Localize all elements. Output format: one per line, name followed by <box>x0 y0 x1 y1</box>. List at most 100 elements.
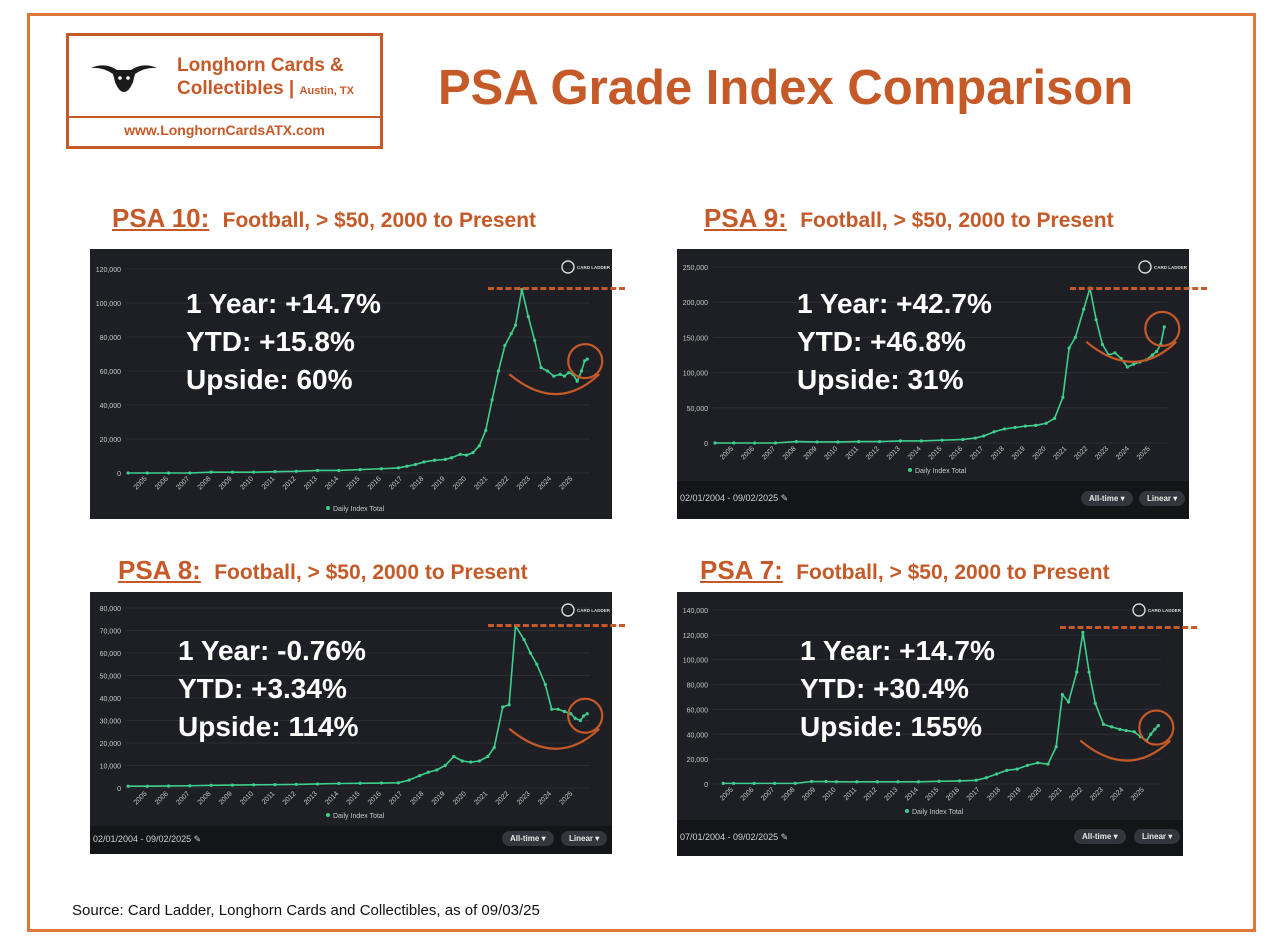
psa7-point <box>1081 630 1085 634</box>
psa7-legend-marker <box>905 809 909 813</box>
psa10-point <box>579 369 584 373</box>
psa10-point <box>294 469 298 473</box>
psa7-xtick: 2009 <box>801 786 817 802</box>
psa9-xtick: 2009 <box>803 445 819 461</box>
psa9-point <box>1162 325 1166 329</box>
psa9-point <box>1002 427 1007 431</box>
psa10-legend-marker <box>326 506 330 510</box>
psa9-point <box>732 441 736 445</box>
psa7-point <box>773 781 777 785</box>
psa9-xtick: 2010 <box>823 445 839 461</box>
psa7-date-range[interactable]: 07/01/2004 - 09/02/2025 ✎ <box>680 832 789 842</box>
psa7-stats: 1 Year: +14.7% YTD: +30.4% Upside: 155% <box>800 632 995 746</box>
psa8-point <box>252 783 256 787</box>
psa10-xtick: 2019 <box>431 475 447 491</box>
psa9-point <box>713 441 717 445</box>
psa8-xtick: 2019 <box>431 790 447 806</box>
psa7-legend-label: Daily Index Total <box>912 809 964 816</box>
psa10-point <box>471 451 475 455</box>
psa8-point <box>126 784 130 788</box>
psa10-point <box>539 366 543 370</box>
psa8-point <box>550 707 554 711</box>
psa10-xtick: 2020 <box>452 475 468 491</box>
psa10-one-year: 1 Year: +14.7% <box>186 288 381 319</box>
psa9-all-time-dropdown[interactable]: All-time ▾ <box>1081 491 1133 506</box>
company-name-line1: Longhorn Cards & <box>177 55 344 76</box>
psa9-xtick: 2022 <box>1073 445 1089 461</box>
psa8-point <box>209 783 213 787</box>
psa7-peak-line <box>1060 626 1197 629</box>
psa7-point <box>916 780 921 784</box>
psa7-xtick: 2005 <box>719 786 735 802</box>
psa7-footer-bar: 07/01/2004 - 09/02/2025 ✎ All-time ▾ Lin… <box>677 820 1183 856</box>
psa9-brand-mark: CARD LADDER <box>1154 265 1188 270</box>
psa10-ytick: 0 <box>117 471 121 478</box>
psa10-xtick: 2015 <box>346 475 362 491</box>
psa7-xtick: 2023 <box>1089 786 1105 802</box>
psa10-xtick: 2010 <box>239 475 255 491</box>
psa8-all-time-dropdown[interactable]: All-time ▾ <box>502 831 554 846</box>
psa8-point <box>315 782 320 786</box>
psa10-xtick: 2024 <box>537 475 553 491</box>
psa9-point <box>857 439 861 444</box>
psa8-point <box>452 754 456 759</box>
psa9-point <box>1061 395 1065 399</box>
psa9-date-range[interactable]: 02/01/2004 - 09/02/2025 ✎ <box>680 493 789 503</box>
psa7-all-time-dropdown[interactable]: All-time ▾ <box>1074 829 1126 844</box>
psa10-ytick: 100,000 <box>96 301 121 308</box>
psa8-point <box>379 781 384 785</box>
psa10-brand-mark: CARD LADDER <box>577 265 611 270</box>
psa7-brand-icon <box>1132 603 1146 617</box>
psa7-point <box>1075 670 1079 674</box>
psa7-point <box>1149 732 1153 736</box>
psa10-point <box>209 470 213 474</box>
psa7-point <box>1110 725 1114 729</box>
psa7-linear-dropdown[interactable]: Linear ▾ <box>1134 829 1181 844</box>
psa9-point <box>898 439 903 443</box>
psa10-peak-line <box>488 287 625 290</box>
psa8-ytick: 80,000 <box>100 606 122 613</box>
psa7-point <box>1087 670 1091 674</box>
psa9-subtitle: Football, > $50, 2000 to Present <box>800 209 1114 232</box>
psa9-linear-dropdown[interactable]: Linear ▾ <box>1139 491 1186 506</box>
psa9-point <box>1125 365 1130 369</box>
psa7-point <box>855 780 859 784</box>
psa7-xtick: 2019 <box>1007 786 1023 802</box>
psa7-point <box>1132 730 1136 734</box>
source-note: Source: Card Ladder, Longhorn Cards and … <box>72 902 540 919</box>
psa9-point <box>794 439 798 444</box>
company-logo: Longhorn Cards & Collectibles | Austin, … <box>66 33 383 149</box>
psa10-xtick: 2018 <box>409 475 425 491</box>
psa10-point <box>552 374 556 378</box>
psa8-date-range[interactable]: 02/01/2004 - 09/02/2025 ✎ <box>93 834 202 844</box>
psa8-linear-dropdown[interactable]: Linear ▾ <box>561 831 608 846</box>
psa7-ytick: 20,000 <box>687 757 709 764</box>
psa8-xtick: 2016 <box>367 790 383 806</box>
psa7-ytick: 80,000 <box>687 683 709 690</box>
psa10-point <box>562 374 567 378</box>
psa9-xtick: 2017 <box>969 445 985 461</box>
psa9-xtick: 2007 <box>761 445 777 461</box>
psa9-legend-marker <box>908 468 912 472</box>
psa9-ytick: 150,000 <box>683 335 708 342</box>
psa7-point <box>937 779 941 783</box>
psa8-point <box>418 774 422 778</box>
psa7-point <box>721 781 725 785</box>
psa10-upside: Upside: 60% <box>186 364 353 395</box>
psa9-plot: 0 50,000 100,000 150,000 200,000 250,000 2005 2… <box>683 260 1188 475</box>
psa9-ytick: 200,000 <box>683 300 708 307</box>
psa10-ytick: 80,000 <box>100 335 122 342</box>
psa8-point <box>543 682 547 687</box>
psa7-xtick: 2006 <box>740 786 756 802</box>
company-name-line2: Collectibles | <box>177 78 295 99</box>
psa10-xtick: 2025 <box>558 475 574 491</box>
psa9-point <box>940 438 944 442</box>
psa10-heading: PSA 10: Football, > $50, 2000 to Present <box>112 203 536 234</box>
psa8-ytick: 10,000 <box>100 764 122 771</box>
psa10-point <box>558 372 562 376</box>
page-frame <box>27 13 1256 932</box>
psa10-point <box>484 428 488 433</box>
psa7-point <box>834 780 838 784</box>
psa7-point <box>1054 745 1058 749</box>
psa10-xtick: 2013 <box>303 475 319 491</box>
